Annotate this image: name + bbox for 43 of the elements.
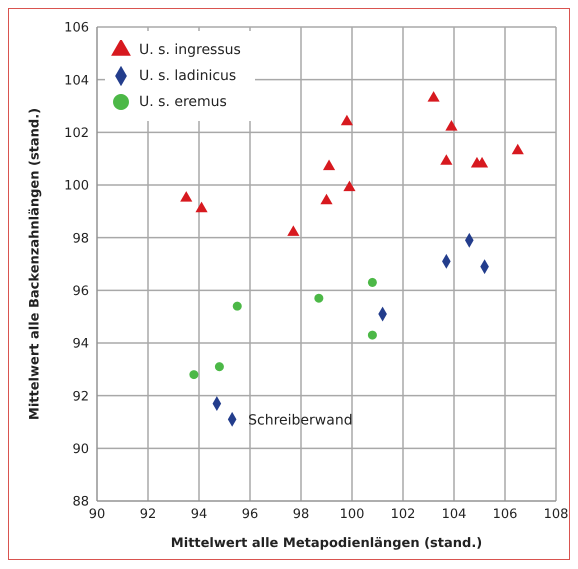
point <box>189 370 198 380</box>
y-tick-label: 104 <box>64 73 89 88</box>
x-tick-label: 92 <box>140 507 156 522</box>
point <box>368 278 377 287</box>
y-tick-label: 100 <box>64 178 89 194</box>
y-tick-label: 88 <box>72 494 89 510</box>
x-tick-label: 98 <box>292 507 310 522</box>
point <box>314 294 324 303</box>
legend-label: U. s. ingressus <box>139 41 241 60</box>
point <box>512 144 524 154</box>
legend-label: U. s. ladinicus <box>139 67 236 86</box>
y-axis-title: Mittelwert alle Backenzahnlängen (stand.) <box>28 108 42 420</box>
point <box>440 154 452 165</box>
y-tick-label: 102 <box>64 126 89 141</box>
y-tick-label: 96 <box>72 284 89 299</box>
point <box>214 362 224 372</box>
point <box>180 191 192 202</box>
legend-label: U. s. eremus <box>139 93 227 112</box>
y-tick-label: 94 <box>72 336 89 352</box>
y-tick-label: 90 <box>72 442 89 457</box>
annotation: Schreiberwand <box>248 412 353 428</box>
x-tick-label: 96 <box>242 507 258 522</box>
x-tick-label: 94 <box>190 507 208 522</box>
y-tick-label: 92 <box>72 389 89 404</box>
point <box>368 330 377 340</box>
point <box>320 194 333 204</box>
point <box>322 160 336 170</box>
y-tick-label: 98 <box>72 231 89 246</box>
point <box>428 91 440 102</box>
point <box>343 180 356 192</box>
x-tick-label: 106 <box>492 507 518 522</box>
point <box>340 114 353 126</box>
x-tick-label: 104 <box>442 507 466 522</box>
point <box>445 120 458 131</box>
x-tick-label: 90 <box>88 507 106 522</box>
x-axis-title: Mittelwert alle Metapodienlängen (stand.) <box>170 536 482 551</box>
x-tick-label: 108 <box>544 507 568 522</box>
y-tick-label: 106 <box>64 20 89 36</box>
x-tick-label: 100 <box>340 507 364 522</box>
point <box>287 225 300 236</box>
x-tick-label: 102 <box>390 507 416 522</box>
point <box>232 302 242 311</box>
point <box>195 202 208 212</box>
